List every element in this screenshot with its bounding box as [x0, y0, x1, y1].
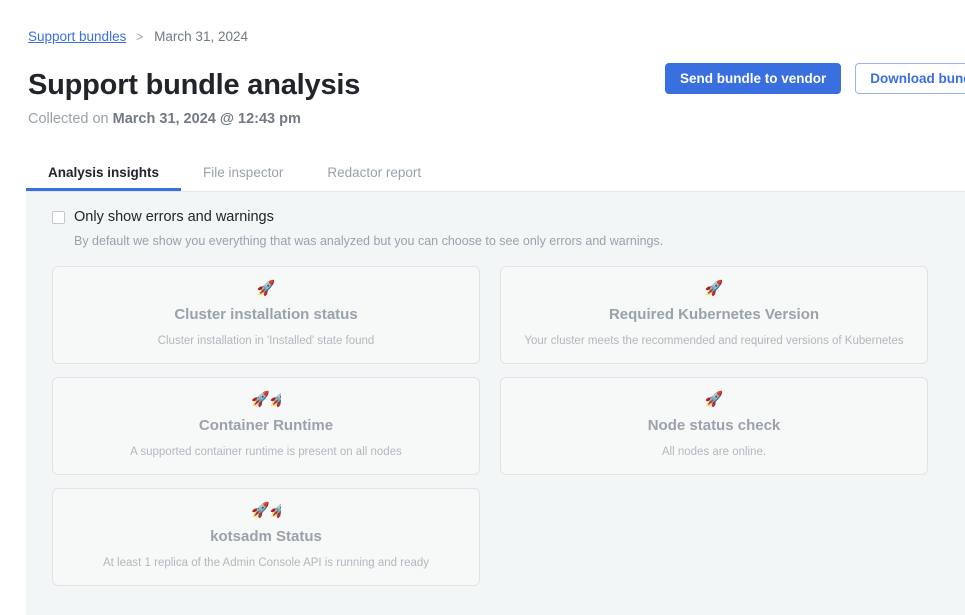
- analysis-card-description: A supported container runtime is present…: [130, 446, 402, 458]
- analysis-insights-panel: Only show errors and warnings By default…: [26, 192, 965, 615]
- filter-help-text: By default we show you everything that w…: [74, 234, 664, 248]
- filter-section: Only show errors and warnings By default…: [52, 208, 912, 249]
- rocket-icon: 🚀🚀: [251, 502, 281, 519]
- analysis-card-kotsadm-status[interactable]: 🚀🚀 kotsadm Status At least 1 replica of …: [52, 488, 480, 586]
- rocket-icon: 🚀: [704, 280, 724, 297]
- page-header: Support bundles > March 31, 2024 Support…: [0, 0, 965, 150]
- analysis-card-title: Container Runtime: [198, 417, 334, 434]
- analysis-card-description: All nodes are online.: [661, 446, 767, 458]
- analysis-card-title: Node status check: [647, 417, 781, 434]
- only-errors-warnings-checkbox[interactable]: [52, 210, 65, 224]
- rocket-icon: 🚀🚀: [251, 391, 281, 408]
- analysis-card-title: Required Kubernetes Version: [608, 306, 820, 323]
- page-title: Support bundle analysis: [28, 69, 361, 101]
- analysis-card-cluster-installation-status[interactable]: 🚀 Cluster installation status Cluster in…: [52, 266, 480, 364]
- breadcrumb-current-date: March 31, 2024: [154, 29, 248, 44]
- tab-redactor-report[interactable]: Redactor report: [327, 165, 422, 180]
- tab-analysis-insights[interactable]: Analysis insights: [26, 158, 182, 191]
- tab-bar: Analysis insights File inspector Redacto…: [26, 158, 965, 192]
- collected-on-label: Collected on March 31, 2024 @ 12:43 pm: [28, 109, 301, 129]
- send-bundle-to-vendor-button[interactable]: Send bundle to vendor: [665, 63, 842, 94]
- analysis-card-container-runtime[interactable]: 🚀🚀 Container Runtime A supported contain…: [52, 377, 480, 475]
- analysis-card-description: Cluster installation in 'Installed' stat…: [157, 335, 375, 347]
- analysis-card-description: Your cluster meets the recommended and r…: [524, 335, 904, 347]
- breadcrumb-separator-icon: >: [136, 30, 144, 44]
- breadcrumb-link-support-bundles[interactable]: Support bundles: [28, 29, 127, 44]
- tab-file-inspector[interactable]: File inspector: [203, 165, 284, 180]
- analysis-card-node-status-check[interactable]: 🚀 Node status check All nodes are online…: [500, 377, 928, 475]
- rocket-icon: 🚀: [704, 391, 724, 408]
- breadcrumb: Support bundles > March 31, 2024: [28, 29, 248, 45]
- only-errors-warnings-label[interactable]: Only show errors and warnings: [74, 209, 274, 225]
- analysis-card-description: At least 1 replica of the Admin Console …: [102, 557, 430, 569]
- analysis-card-required-kubernetes-version[interactable]: 🚀 Required Kubernetes Version Your clust…: [500, 266, 928, 364]
- only-errors-warnings-row: Only show errors and warnings: [52, 208, 912, 226]
- header-actions: Send bundle to vendor Download bundle: [665, 63, 965, 94]
- download-bundle-button[interactable]: Download bundle: [855, 63, 965, 94]
- collected-on-timestamp: March 31, 2024 @ 12:43 pm: [112, 111, 301, 127]
- analysis-card-title: Cluster installation status: [174, 306, 358, 323]
- analysis-card-title: kotsadm Status: [210, 528, 322, 545]
- collected-on-prefix: Collected on: [28, 111, 109, 127]
- analysis-card-grid: 🚀 Cluster installation status Cluster in…: [52, 266, 948, 586]
- rocket-icon: 🚀: [256, 280, 276, 297]
